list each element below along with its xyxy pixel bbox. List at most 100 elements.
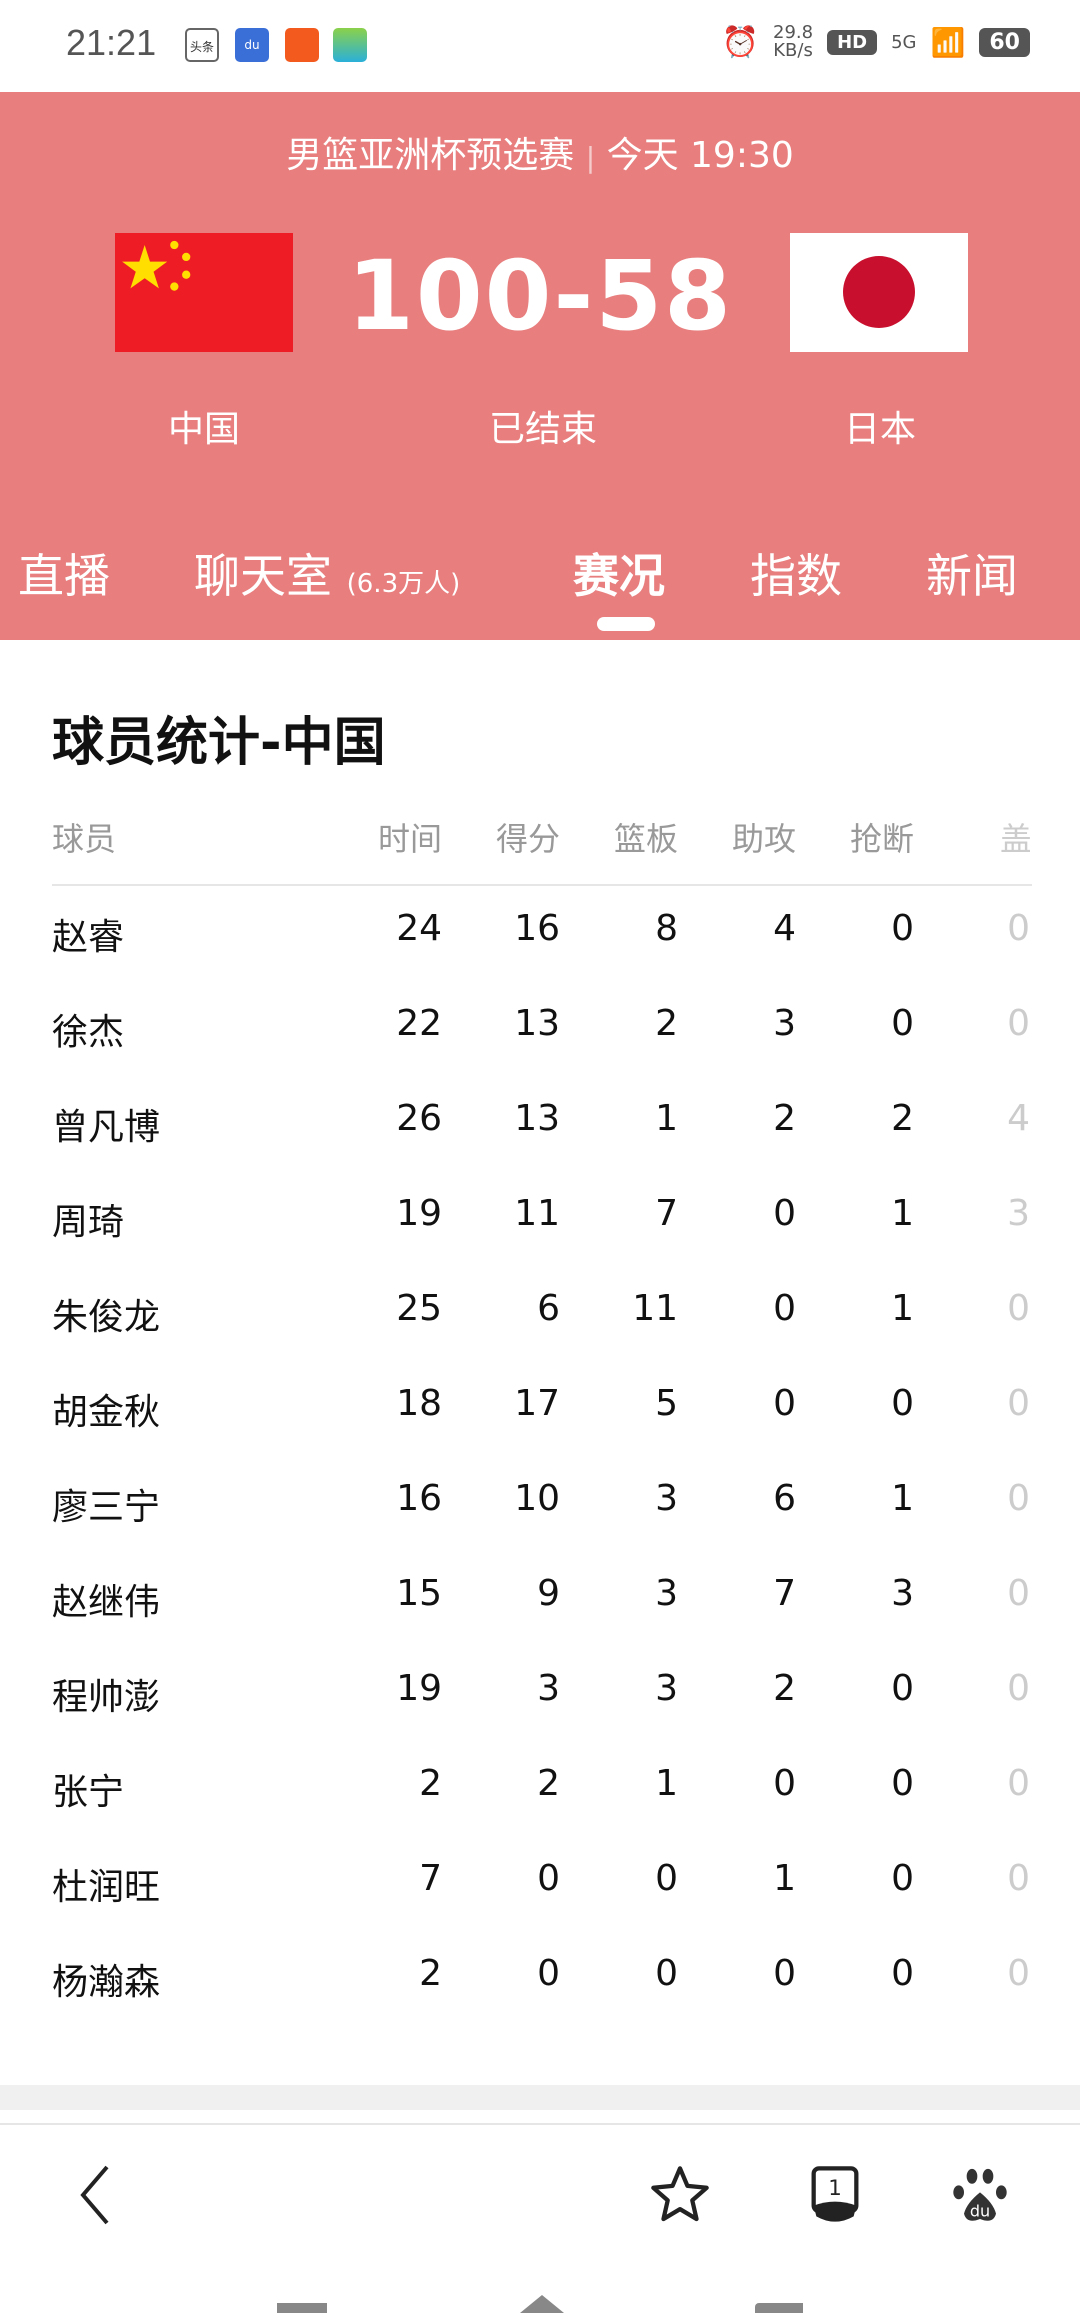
blocks: 0 (1007, 908, 1030, 949)
table-row[interactable]: 张宁 2 2 1 0 0 0 (0, 1763, 1080, 1823)
home-team[interactable]: 中国 (167, 409, 240, 450)
table-row[interactable]: 杨瀚森 2 0 0 0 0 0 (0, 1953, 1080, 2013)
table-row[interactable]: 程帅澎 19 3 3 2 0 0 (0, 1668, 1080, 1728)
player-name[interactable]: 张宁 (52, 1772, 125, 1813)
points: 17 (514, 1383, 560, 1424)
alarm-icon: ⏰ (721, 24, 759, 60)
player-name[interactable]: 廖三宁 (52, 1487, 161, 1528)
steals: 0 (891, 1763, 914, 1804)
steals: 3 (891, 1573, 914, 1614)
blocks: 3 (1007, 1193, 1030, 1234)
rebounds: 5 (655, 1383, 678, 1424)
minutes: 25 (396, 1288, 442, 1329)
steals: 1 (891, 1193, 914, 1234)
china-flag-icon[interactable] (115, 233, 293, 352)
star-icon[interactable] (645, 2160, 715, 2230)
player-name[interactable]: 曾凡博 (52, 1107, 161, 1148)
player-name[interactable]: 程帅澎 (52, 1677, 161, 1718)
tab-match-stats[interactable]: 赛况 (573, 549, 665, 603)
steals: 1 (891, 1288, 914, 1329)
col-points: 得分 (495, 820, 560, 858)
assists: 2 (773, 1668, 796, 1709)
net-unit: KB/s (773, 40, 813, 61)
blocks: 0 (1007, 1288, 1030, 1329)
col-rebounds: 篮板 (613, 820, 678, 858)
player-name[interactable]: 赵继伟 (52, 1582, 161, 1623)
minutes: 24 (396, 908, 442, 949)
table-row[interactable]: 朱俊龙 25 6 11 0 1 0 (0, 1288, 1080, 1348)
status-bar: 21:21 头条 du ⏰ 29.8 KB/s HD 5G 📶 60 (0, 0, 1080, 92)
col-assists: 助攻 (731, 820, 796, 858)
tab-news[interactable]: 新闻 (926, 549, 1018, 603)
table-row[interactable]: 周琦 19 11 7 0 1 3 (0, 1193, 1080, 1253)
table-row[interactable]: 廖三宁 16 10 3 6 1 0 (0, 1478, 1080, 1538)
svg-text:du: du (970, 2201, 990, 2220)
table-row[interactable]: 胡金秋 18 17 5 0 0 0 (0, 1383, 1080, 1443)
rebounds: 1 (655, 1763, 678, 1804)
points: 13 (514, 1003, 560, 1044)
rebounds: 0 (655, 1953, 678, 1994)
blocks: 0 (1007, 1763, 1030, 1804)
minutes: 18 (396, 1383, 442, 1424)
player-name[interactable]: 胡金秋 (52, 1392, 161, 1433)
section-separator (0, 2085, 1080, 2110)
minutes: 7 (419, 1858, 442, 1899)
blocks: 0 (1007, 1858, 1030, 1899)
tab-chatroom[interactable]: 聊天室 (6.3万人) (194, 549, 461, 603)
table-header: 球员 时间 得分 篮板 助攻 抢断 盖帽 (0, 814, 1080, 874)
assists: 7 (773, 1573, 796, 1614)
blocks: 4 (1007, 1098, 1030, 1139)
rebounds: 3 (655, 1478, 678, 1519)
steals: 0 (891, 1003, 914, 1044)
table-row[interactable]: 徐杰 22 13 2 3 0 0 (0, 1003, 1080, 1063)
points: 10 (514, 1478, 560, 1519)
table-row[interactable]: 曾凡博 26 13 1 2 2 4 (0, 1098, 1080, 1158)
minutes: 15 (396, 1573, 442, 1614)
match-header: 男篮亚洲杯预选赛 | 今天 19:30 100-58 中国 已结束 日本 直播 … (0, 92, 1080, 640)
section-title: 球员统计-中国 (52, 713, 386, 773)
net-speed: 29.8 (773, 22, 814, 43)
table-row[interactable]: 赵睿 24 16 8 4 0 0 (0, 908, 1080, 968)
assists: 3 (773, 1003, 796, 1044)
minutes: 22 (396, 1003, 442, 1044)
steals: 2 (891, 1098, 914, 1139)
divider (52, 884, 1032, 886)
player-name[interactable]: 杜润旺 (52, 1867, 161, 1908)
japan-flag-icon[interactable] (790, 233, 968, 352)
points: 0 (537, 1953, 560, 1994)
steals: 0 (891, 1668, 914, 1709)
steals: 1 (891, 1478, 914, 1519)
svg-text:1: 1 (828, 2176, 842, 2201)
points: 16 (514, 908, 560, 949)
points: 3 (537, 1668, 560, 1709)
hd-icon: HD (827, 29, 878, 55)
table-row[interactable]: 杜润旺 7 0 0 1 0 0 (0, 1858, 1080, 1918)
divider (0, 2123, 1080, 2125)
steals: 0 (891, 1953, 914, 1994)
table-row[interactable]: 赵继伟 15 9 3 7 3 0 (0, 1573, 1080, 1633)
blocks: 0 (1007, 1478, 1030, 1519)
assists: 2 (773, 1098, 796, 1139)
tab-live[interactable]: 直播 (18, 549, 110, 603)
tab-odds[interactable]: 指数 (750, 549, 842, 603)
wifi-icon: 📶 (930, 25, 966, 59)
player-name[interactable]: 杨瀚森 (52, 1962, 161, 2003)
tabs-incognito-icon[interactable]: 1 (800, 2160, 870, 2230)
player-name[interactable]: 赵睿 (52, 917, 125, 958)
player-name[interactable]: 徐杰 (52, 1012, 125, 1053)
player-name[interactable]: 朱俊龙 (52, 1297, 161, 1338)
minutes: 2 (419, 1763, 442, 1804)
minutes: 19 (396, 1668, 442, 1709)
baidu-paw-icon[interactable]: du (945, 2160, 1015, 2230)
nav-back-button[interactable] (755, 2303, 803, 2313)
match-status: 已结束 (488, 409, 597, 450)
minutes: 19 (396, 1193, 442, 1234)
nav-recents-button[interactable] (277, 2303, 327, 2313)
points: 11 (514, 1193, 560, 1234)
player-name[interactable]: 周琦 (52, 1202, 125, 1243)
nav-home-button[interactable] (520, 2295, 564, 2313)
assists: 0 (773, 1193, 796, 1234)
rebounds: 3 (655, 1668, 678, 1709)
away-team[interactable]: 日本 (843, 409, 916, 450)
back-icon[interactable] (60, 2160, 130, 2230)
